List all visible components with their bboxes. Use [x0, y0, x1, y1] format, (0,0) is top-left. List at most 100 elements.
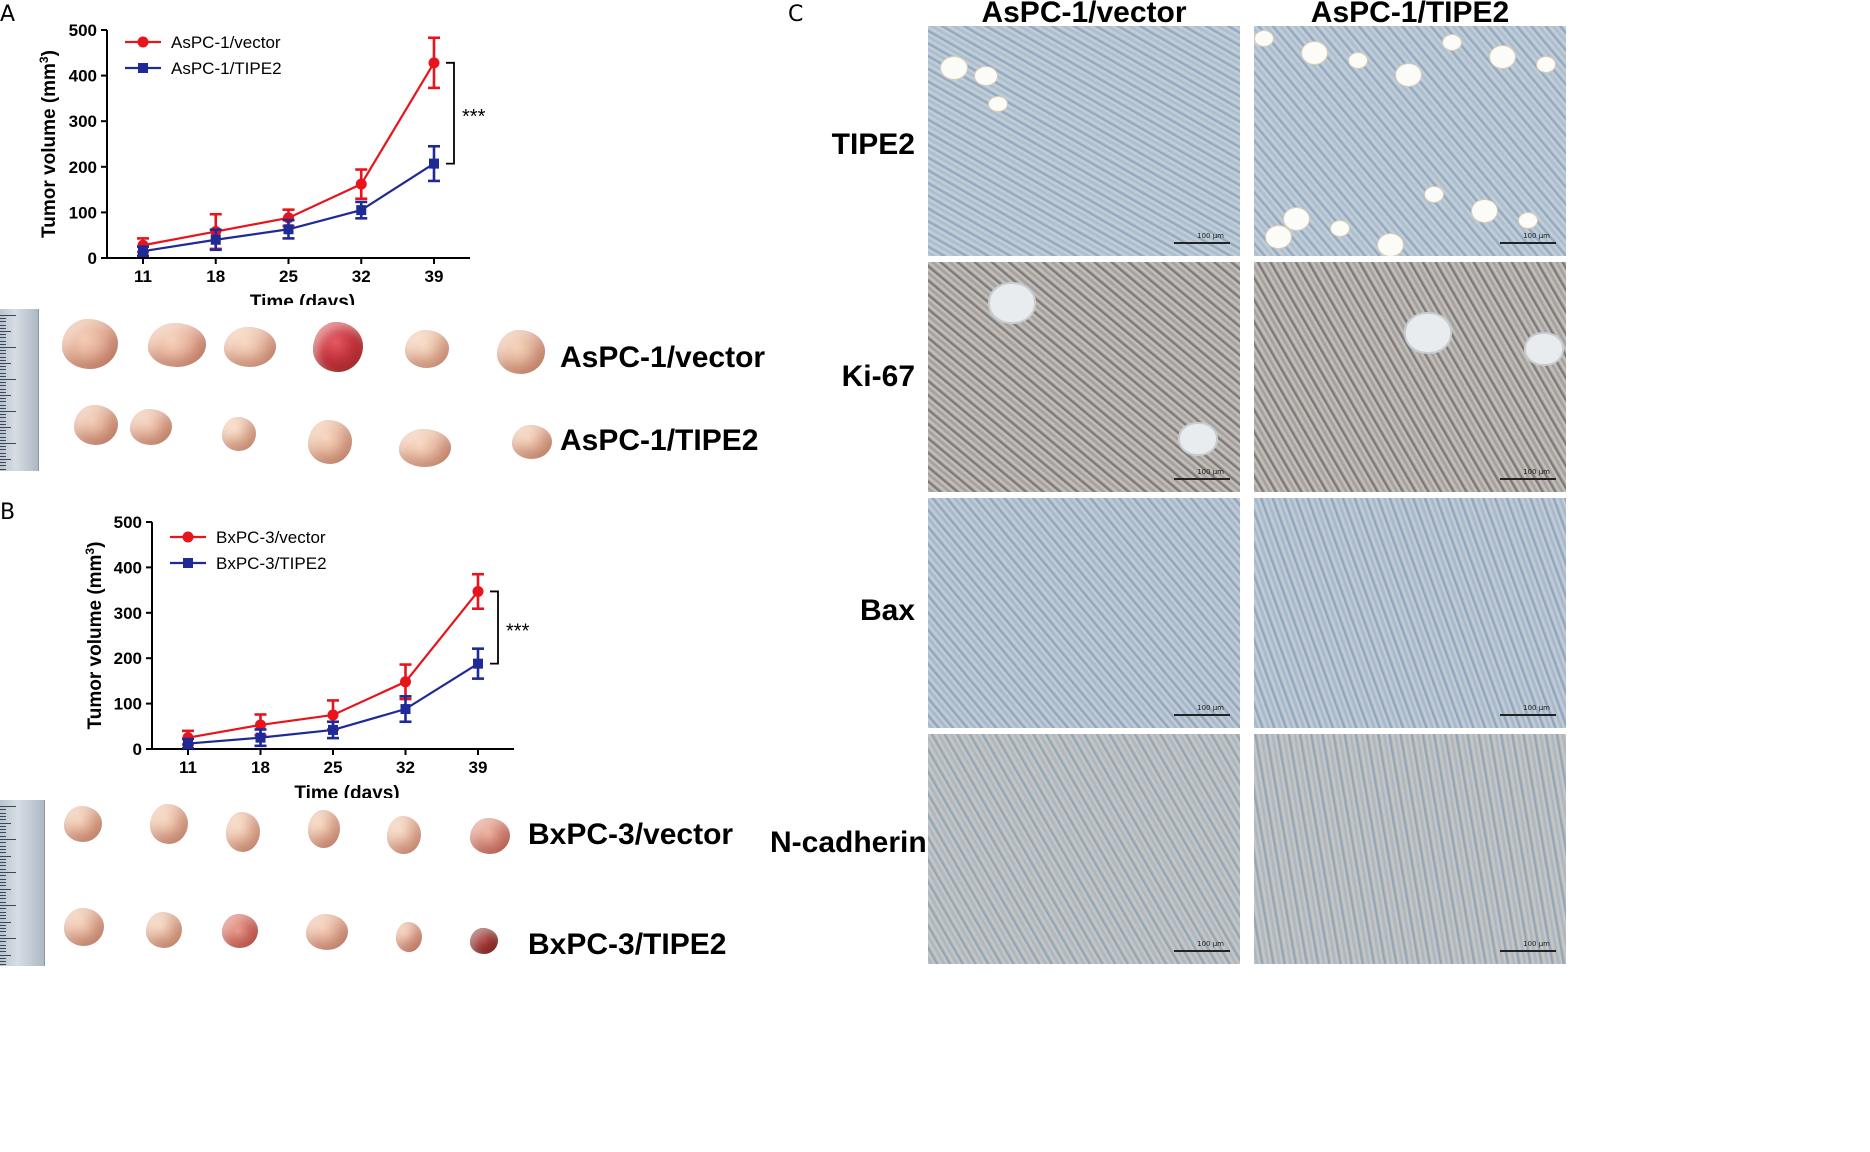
ruler-tick	[0, 806, 16, 807]
fat-vacuole	[1536, 56, 1556, 73]
legend-marker	[182, 531, 194, 543]
ruler-tick	[0, 411, 16, 412]
ruler-tick	[0, 343, 6, 345]
tumor	[512, 425, 552, 459]
ruler-tick	[0, 398, 6, 400]
tumor	[387, 816, 421, 854]
fat-vacuole	[940, 56, 968, 80]
ruler-tick	[0, 914, 6, 916]
y-tick-label: 300	[114, 604, 142, 623]
data-point	[328, 724, 338, 735]
tumor	[64, 908, 104, 946]
tumor	[306, 914, 348, 950]
ruler-tick	[0, 865, 6, 867]
x-tick-label: 39	[469, 758, 488, 777]
ihc-image: 100 μm	[928, 26, 1240, 256]
data-point	[400, 704, 411, 715]
x-tick-label: 25	[324, 758, 343, 777]
ruler-tick	[0, 439, 6, 441]
fat-vacuole	[1265, 225, 1292, 249]
ruler-tick	[0, 356, 6, 358]
ruler-tick	[0, 938, 16, 939]
data-point	[400, 676, 411, 688]
tumor	[148, 323, 206, 367]
data-point	[183, 738, 193, 749]
tumor	[497, 330, 545, 374]
scale-bar	[1500, 714, 1556, 716]
ruler-tick	[0, 369, 6, 371]
ruler-tick	[0, 347, 16, 348]
fat-vacuole	[974, 66, 998, 86]
ihc-image: 100 μm	[928, 498, 1240, 728]
y-tick-label: 0	[88, 249, 97, 268]
tumor	[74, 405, 118, 445]
tumor	[308, 810, 340, 848]
tumor	[313, 322, 363, 372]
legend-marker	[183, 558, 193, 568]
ruler-b	[0, 800, 45, 966]
ruler-tick	[0, 928, 6, 930]
ruler-tick	[0, 401, 6, 403]
ruler-tick	[0, 436, 6, 438]
scale-bar-label: 100 μm	[1197, 468, 1224, 476]
ruler-tick	[0, 395, 11, 396]
ihc-image: 100 μm	[928, 734, 1240, 964]
ruler-tick	[0, 891, 6, 893]
scale-bar	[1500, 478, 1556, 480]
ruler-tick	[0, 845, 6, 847]
ruler-tick	[0, 391, 6, 393]
ihc-row-label-bax: Bax	[859, 594, 915, 627]
ruler-tick	[0, 862, 6, 864]
ruler-tick	[0, 947, 6, 949]
ihc-column-title-vector: AsPC-1/vector	[981, 0, 1187, 29]
ruler-tick	[0, 385, 6, 387]
ruler-a	[0, 309, 39, 471]
y-tick-label: 400	[69, 67, 97, 86]
scale-bar-label: 100 μm	[1197, 940, 1224, 948]
x-tick-label: 18	[251, 758, 270, 777]
ruler-tick	[0, 443, 16, 444]
ruler-tick	[0, 407, 6, 409]
fat-vacuole	[1301, 41, 1328, 65]
ruler-tick	[0, 321, 6, 323]
scale-bar	[1500, 950, 1556, 952]
fat-vacuole	[1395, 63, 1422, 87]
ruler-tick	[0, 954, 11, 956]
ruler-tick	[0, 366, 6, 368]
data-point	[255, 732, 266, 743]
data-point	[255, 719, 266, 731]
ruler-tick	[0, 427, 11, 428]
y-tick-label: 0	[133, 740, 142, 759]
ruler-tick	[0, 881, 6, 883]
ruler-tick	[0, 449, 6, 451]
ruler-tick	[0, 375, 6, 377]
ruler-tick	[0, 359, 6, 361]
ruler-tick	[0, 334, 6, 336]
fat-vacuole	[1424, 186, 1444, 203]
ruler-tick	[0, 423, 6, 425]
ruler-tick	[0, 459, 11, 460]
ruler-tick	[0, 872, 16, 873]
ruler-tick	[0, 852, 6, 854]
y-tick-label: 200	[69, 158, 97, 177]
gland-space	[1178, 422, 1218, 456]
tumor	[146, 912, 182, 948]
y-tick-label: 500	[69, 21, 97, 40]
legend-marker	[138, 63, 148, 73]
ruler-tick	[0, 327, 6, 329]
ruler-tick	[0, 382, 6, 384]
fat-vacuole	[1442, 34, 1462, 51]
ruler-tick	[0, 832, 6, 834]
x-tick-label: 18	[206, 267, 225, 286]
fat-vacuole	[1283, 207, 1310, 231]
legend-label: AsPC-1/vector	[171, 33, 281, 52]
ruler-tick	[0, 363, 11, 364]
ruler-tick	[0, 885, 6, 887]
data-point	[429, 158, 439, 169]
ruler-tick	[0, 957, 6, 959]
legend-label: AsPC-1/TIPE2	[171, 59, 282, 78]
panel-letter-b: B	[0, 500, 16, 525]
ruler-tick	[0, 961, 6, 963]
ihc-image: 100 μm	[928, 262, 1240, 492]
